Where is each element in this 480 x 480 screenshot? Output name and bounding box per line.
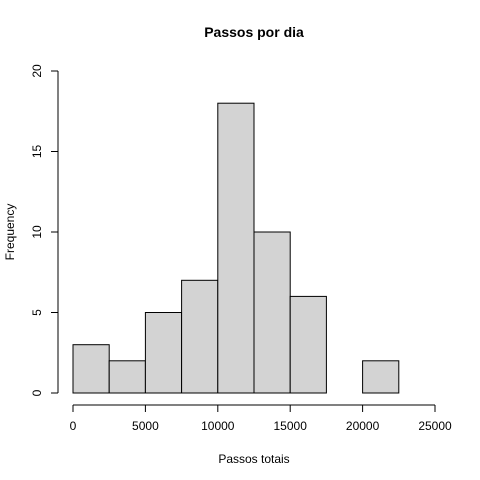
x-axis: 0 5000 10000 15000 20000 25000 — [70, 404, 452, 433]
x-tick-label: 0 — [70, 419, 77, 433]
y-axis-label: Frequency — [3, 204, 17, 261]
histogram-bar — [181, 279, 219, 394]
histogram-bar — [108, 360, 146, 394]
y-tick-label: 5 — [30, 309, 44, 316]
y-tick-label: 20 — [30, 64, 44, 78]
y-tick-label: 15 — [30, 145, 44, 159]
histogram-bar — [144, 312, 183, 394]
histogram-bar — [72, 344, 110, 394]
histogram-bar — [217, 102, 255, 394]
x-tick-label: 15000 — [274, 419, 308, 433]
y-axis: 0 5 10 15 20 — [30, 64, 59, 396]
x-tick-label: 25000 — [418, 419, 452, 433]
x-tick-label: 20000 — [346, 419, 380, 433]
histogram-bar — [289, 295, 327, 394]
x-tick-label: 10000 — [201, 419, 235, 433]
chart-title: Passos por dia — [204, 24, 304, 40]
histogram-bar — [253, 231, 291, 394]
x-tick-label: 5000 — [132, 419, 159, 433]
y-tick-label: 0 — [30, 389, 44, 396]
bars-group — [72, 102, 400, 394]
y-tick-label: 10 — [30, 225, 44, 239]
x-axis-label: Passos totais — [218, 452, 289, 466]
histogram-bar — [362, 360, 400, 394]
